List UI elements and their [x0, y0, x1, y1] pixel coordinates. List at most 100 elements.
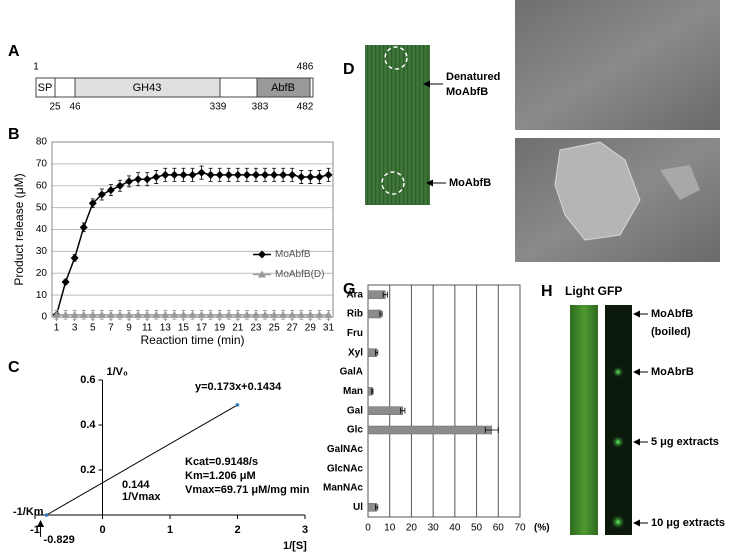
panel-letter: C — [8, 359, 20, 376]
data-point — [297, 310, 306, 318]
series-line — [55, 171, 329, 316]
x-tick-label: 3 — [302, 524, 308, 536]
y-tick-label: 80 — [36, 137, 48, 148]
bar — [367, 406, 403, 415]
annotation: Vmax=69.71 μM/mg min — [185, 484, 310, 496]
data-point — [52, 310, 61, 318]
data-point — [197, 310, 206, 318]
legend-label: MoAbfB(D) — [275, 269, 324, 280]
annotation: -1/Km — [13, 506, 44, 518]
category-label: Glc — [347, 425, 364, 436]
bar — [367, 309, 382, 319]
category-label: Rib — [347, 309, 363, 320]
data-point — [70, 253, 79, 262]
x-tick-label: 10 — [384, 523, 396, 534]
data-point — [134, 310, 143, 318]
x-tick-label: 9 — [126, 323, 132, 334]
gfp-spot — [610, 514, 626, 530]
leaf-label: MoAbfB — [449, 177, 491, 189]
y-axis-label: 1/V₀ — [107, 366, 129, 378]
bar — [367, 425, 493, 435]
data-point — [270, 170, 279, 179]
data-point — [242, 310, 251, 318]
data-point — [324, 170, 333, 179]
data-point — [161, 170, 170, 179]
data-point — [233, 310, 242, 318]
x-tick-label: 23 — [250, 323, 262, 334]
error-bar — [400, 407, 406, 414]
intercept-label: -0.829 — [44, 534, 75, 546]
x-tick-label: 0 — [99, 524, 105, 536]
x-tick-label: 21 — [232, 323, 244, 334]
x-tick-label: 0 — [365, 523, 371, 534]
position-label: 486 — [297, 62, 314, 73]
panel-letter: A — [8, 43, 20, 60]
data-point — [261, 170, 270, 179]
gfp-label: MoAbrB — [651, 366, 694, 378]
y-tick-label: 50 — [36, 202, 48, 213]
data-point — [215, 310, 224, 318]
x-tick-label: 5 — [90, 323, 96, 334]
data-point — [79, 223, 88, 232]
light-image — [570, 305, 598, 535]
y-tick-label: 0.6 — [80, 374, 95, 386]
data-point — [170, 170, 179, 179]
data-point — [97, 310, 106, 318]
data-point — [242, 170, 251, 179]
data-point — [179, 170, 188, 179]
x-tick-label: 1 — [167, 524, 173, 536]
y-tick-label: 10 — [36, 290, 48, 301]
data-point — [134, 175, 143, 184]
data-point — [152, 173, 161, 181]
data-point — [251, 310, 260, 318]
data-point — [251, 170, 260, 179]
sem-damage — [660, 165, 700, 200]
spot-circle — [384, 46, 408, 70]
panel-letter: G — [343, 281, 355, 298]
gfp-spot — [611, 435, 625, 449]
category-label: GalA — [340, 367, 363, 378]
domain-box — [309, 77, 314, 98]
leaf-label: Denatured — [446, 71, 500, 83]
leaf-image — [365, 45, 430, 205]
data-point — [125, 310, 134, 318]
category-label: Gal — [347, 405, 363, 416]
data-point — [224, 310, 233, 318]
category-label: ManNAc — [323, 483, 363, 494]
data-point — [206, 310, 215, 318]
x-tick-label: 17 — [196, 323, 208, 334]
x-tick-label: 20 — [406, 523, 418, 534]
data-point — [297, 173, 306, 181]
data-point — [70, 310, 79, 318]
data-point — [143, 310, 152, 318]
y-tick-label: 70 — [36, 159, 48, 170]
annotation: Km=1.206 μM — [185, 470, 256, 482]
annotation: y=0.173x+0.1434 — [195, 381, 282, 393]
position-label: 1 — [33, 62, 39, 73]
data-point — [106, 310, 115, 318]
data-point — [61, 310, 70, 318]
gfp-spot — [612, 366, 624, 378]
data-point — [44, 513, 49, 517]
data-point — [170, 310, 179, 318]
category-label: Ul — [353, 502, 363, 513]
domain-label: SP — [38, 82, 53, 94]
x-tick-label: 15 — [178, 323, 190, 334]
data-point — [88, 310, 97, 318]
domain-box — [219, 77, 258, 98]
gfp-header: Light GFP — [565, 284, 622, 298]
sem-damage — [554, 141, 641, 241]
data-point — [125, 177, 134, 186]
data-point — [233, 170, 242, 179]
x-tick-label: 70 — [514, 523, 526, 534]
panel-letter: B — [8, 126, 20, 143]
error-bar — [371, 388, 374, 395]
x-tick-label: 1 — [54, 323, 60, 334]
data-point — [279, 310, 288, 318]
data-point — [88, 199, 97, 208]
y-tick-label: 60 — [36, 180, 48, 191]
y-tick-label: 30 — [36, 246, 48, 257]
x-tick-label: 40 — [449, 523, 461, 534]
leaf-label: MoAbfB — [446, 86, 488, 98]
data-point — [106, 186, 115, 195]
